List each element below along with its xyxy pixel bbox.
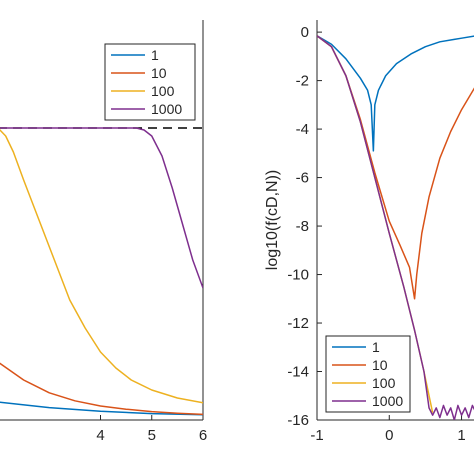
- y-tick-label: -14: [287, 364, 309, 381]
- legend: 1 10 100 1000: [325, 335, 411, 413]
- x-tick-label: 1: [457, 427, 465, 444]
- legend-label-100: 100: [372, 375, 396, 391]
- plot-area: [0, 127, 203, 416]
- series-line-1: [317, 35, 474, 152]
- legend-label-1: 1: [151, 47, 159, 63]
- y-tick-label: -16: [287, 412, 309, 429]
- x-tick-label: 0: [385, 427, 393, 444]
- series-line-10: [317, 35, 474, 300]
- legend-box: [325, 335, 411, 413]
- y-tick-label: -6: [296, 170, 309, 187]
- y-tick-label: -2: [296, 73, 309, 90]
- legend-label-100: 100: [151, 83, 175, 99]
- legend-label-10: 10: [151, 65, 167, 81]
- series-line-1000: [317, 35, 474, 420]
- legend-label-1000: 1000: [372, 393, 403, 409]
- legend: 1 10 100 1000: [104, 43, 196, 121]
- y-tick-label: -10: [287, 267, 309, 284]
- series-line-1000: [0, 127, 203, 289]
- plot-area: [317, 35, 474, 420]
- series-line-10: [0, 362, 203, 416]
- x-tick-label: -1: [310, 427, 323, 444]
- x-tick-label: 4: [96, 427, 104, 444]
- legend-label-10: 10: [372, 357, 388, 373]
- y-tick-label: 0: [301, 24, 309, 41]
- x-tick-label: 6: [199, 427, 207, 444]
- legend-box: [104, 43, 196, 121]
- y-tick-label: -8: [296, 218, 309, 235]
- x-tick-label: 5: [148, 427, 156, 444]
- legend-label-1000: 1000: [151, 101, 182, 117]
- y-tick-label: -4: [296, 121, 309, 138]
- series-line-1: [0, 401, 203, 416]
- y-axis-label: log10(f(cD,N)): [264, 170, 281, 270]
- legend-label-1: 1: [372, 339, 380, 355]
- right-panel: -1 0 10-2-4-6-8-10-12-14-16log10(f(cD,N))1…: [264, 20, 474, 444]
- series-line-100: [0, 128, 203, 404]
- y-tick-label: -12: [287, 315, 309, 332]
- left-panel: 4 5 6 1 10 100 1000: [0, 20, 207, 444]
